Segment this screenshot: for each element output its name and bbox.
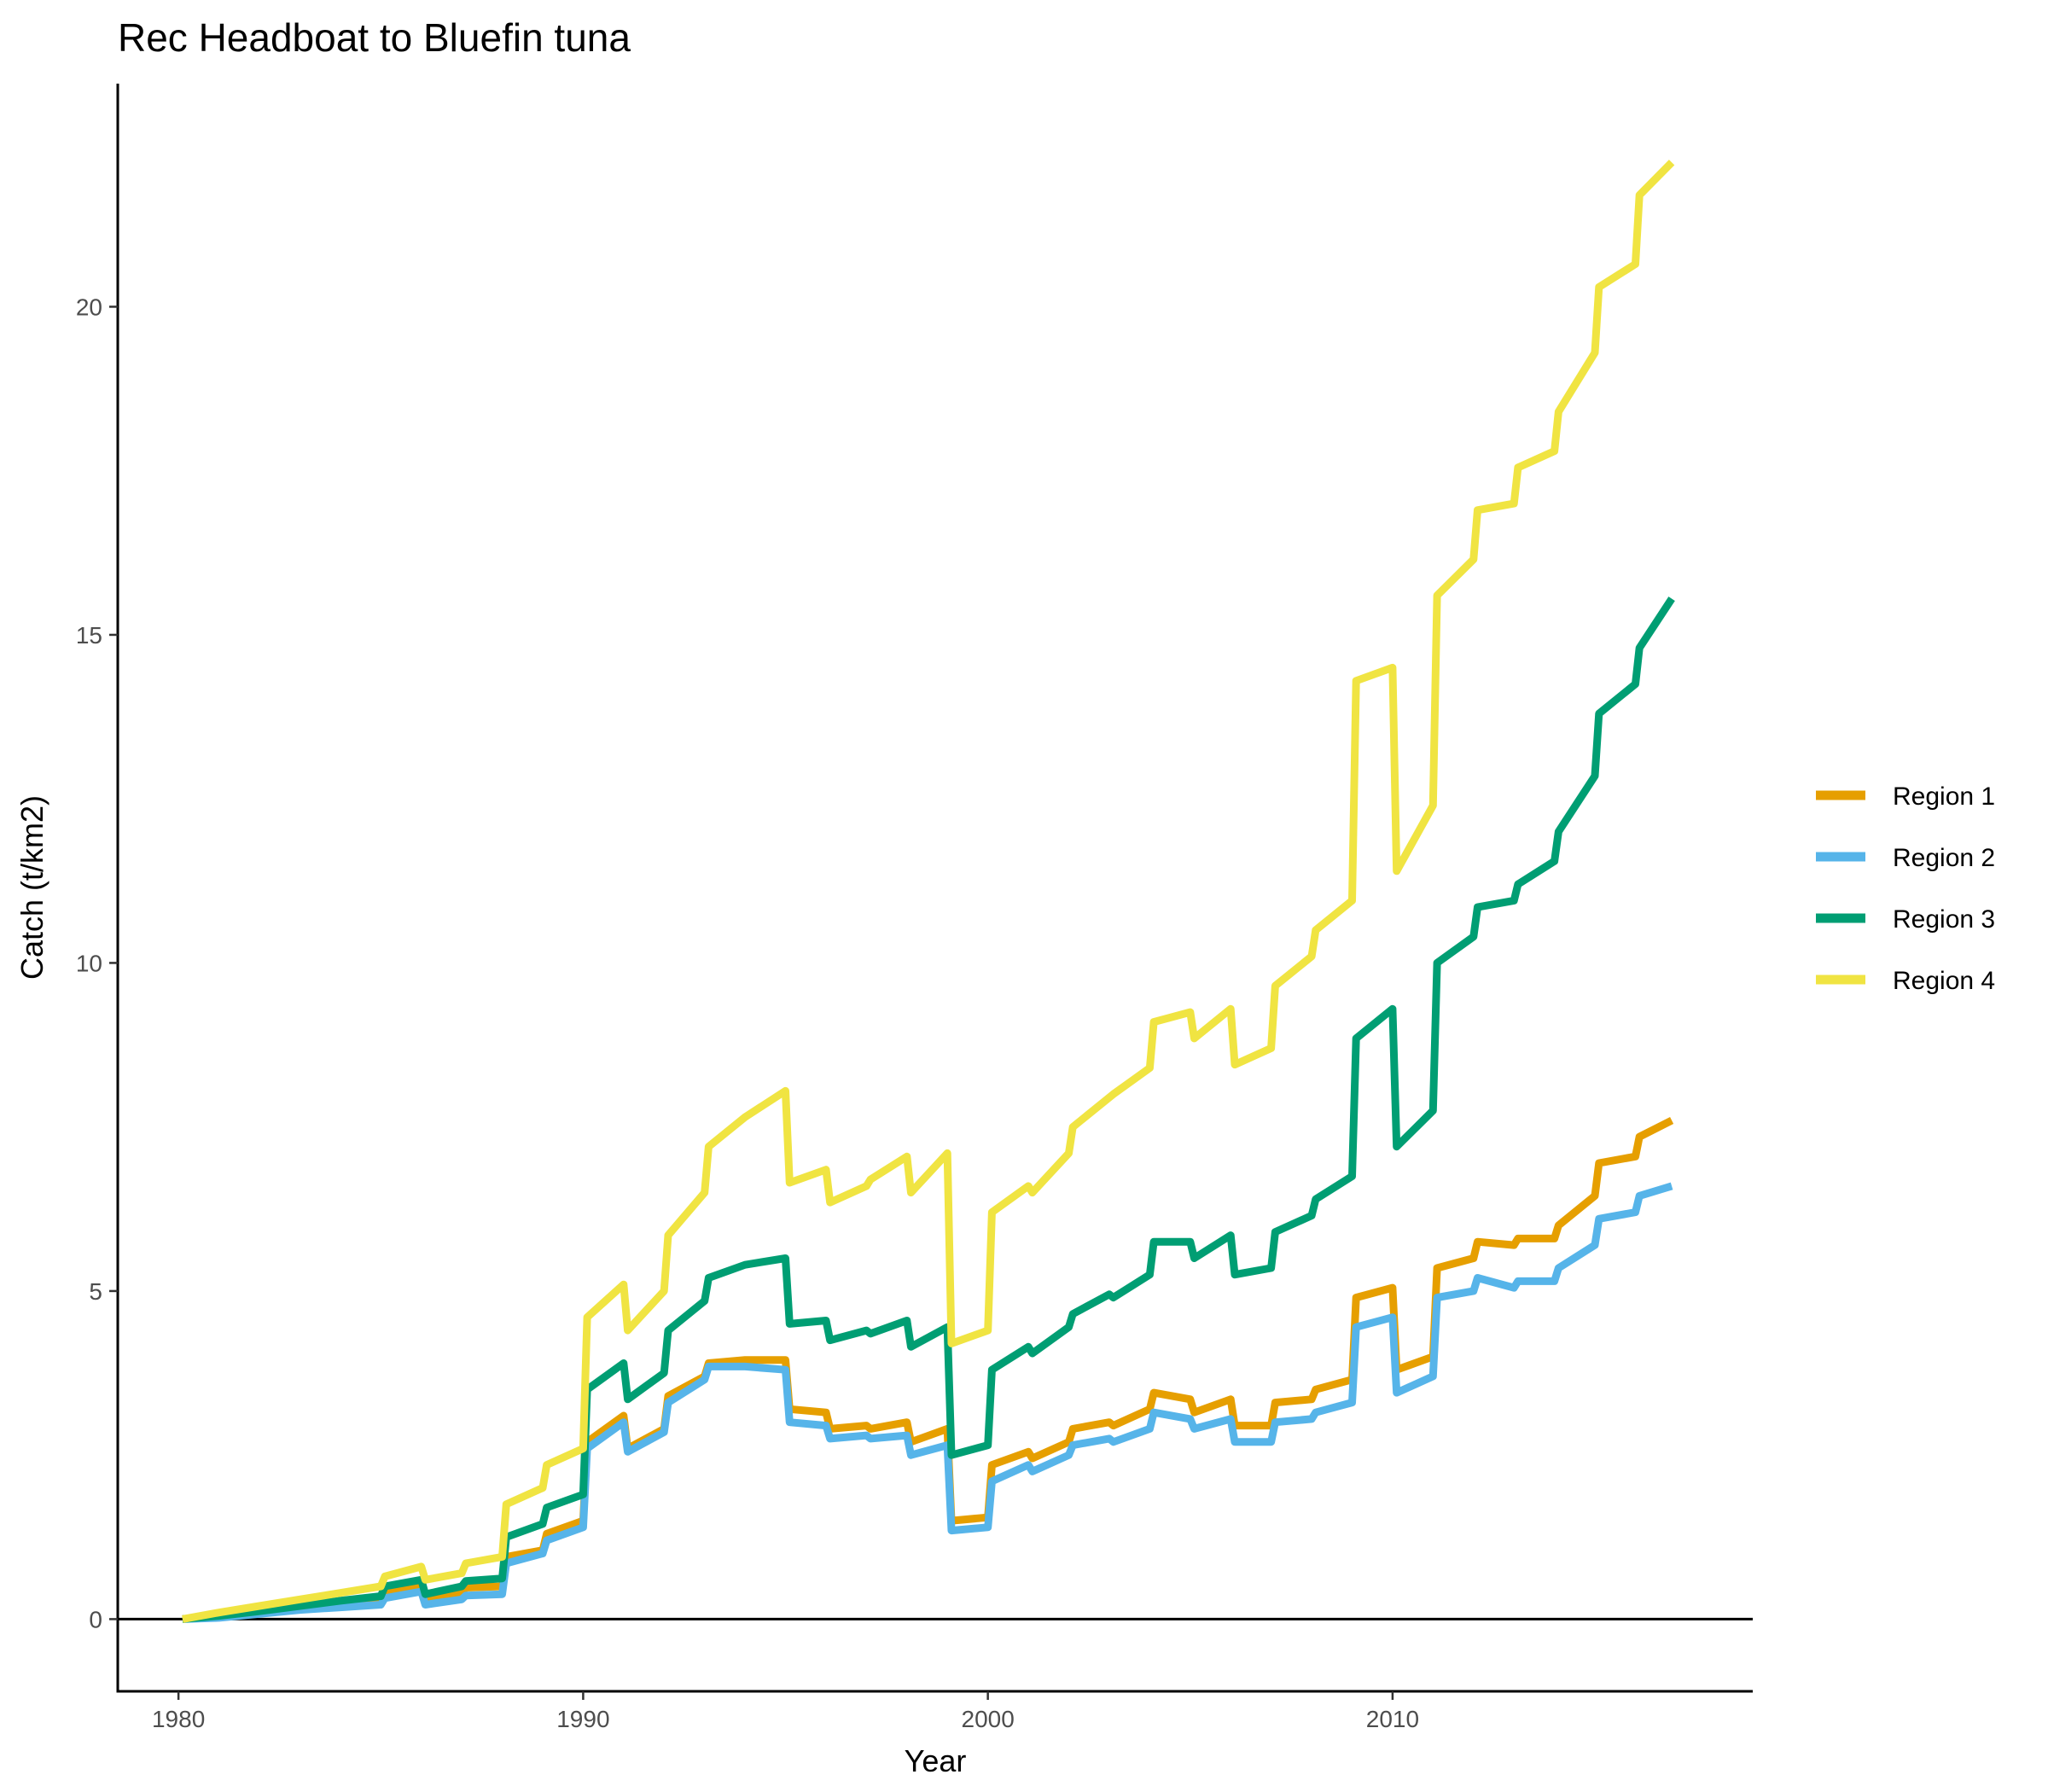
- x-tick-label: 1980: [152, 1706, 205, 1732]
- legend-item-region-3: Region 3: [1816, 905, 1995, 934]
- x-axis-title: Year: [905, 1743, 967, 1778]
- chart-title: Rec Headboat to Bluefin tuna: [118, 15, 631, 60]
- y-tick-label: 20: [76, 294, 102, 320]
- y-tick-label: 0: [89, 1606, 102, 1632]
- y-axis-title: Catch (t/km2): [15, 795, 49, 980]
- y-tick-label: 5: [89, 1278, 102, 1305]
- y-tick-label: 10: [76, 950, 102, 976]
- series-layer: [182, 160, 1675, 1623]
- legend-item-region-4: Region 4: [1816, 967, 1995, 995]
- x-axis-ticks: 1980 1990 2000 2010: [152, 1691, 1419, 1732]
- series-line-region-4: [182, 160, 1675, 1623]
- legend-label: Region 2: [1893, 844, 1995, 872]
- legend-item-region-1: Region 1: [1816, 783, 1995, 811]
- legend: Region 1 Region 2 Region 3 Region 4: [1816, 783, 1995, 995]
- y-axis-ticks: 0 5 10 15 20: [76, 294, 118, 1632]
- x-tick-label: 2000: [962, 1706, 1015, 1732]
- legend-label: Region 4: [1893, 967, 1995, 995]
- series-line-region-2: [182, 1182, 1673, 1623]
- series-line-region-3: [182, 596, 1675, 1623]
- x-tick-label: 1990: [556, 1706, 609, 1732]
- legend-label: Region 3: [1893, 905, 1995, 934]
- y-tick-label: 15: [76, 622, 102, 649]
- legend-label: Region 1: [1893, 783, 1995, 811]
- x-tick-label: 2010: [1366, 1706, 1419, 1732]
- legend-item-region-2: Region 2: [1816, 844, 1995, 872]
